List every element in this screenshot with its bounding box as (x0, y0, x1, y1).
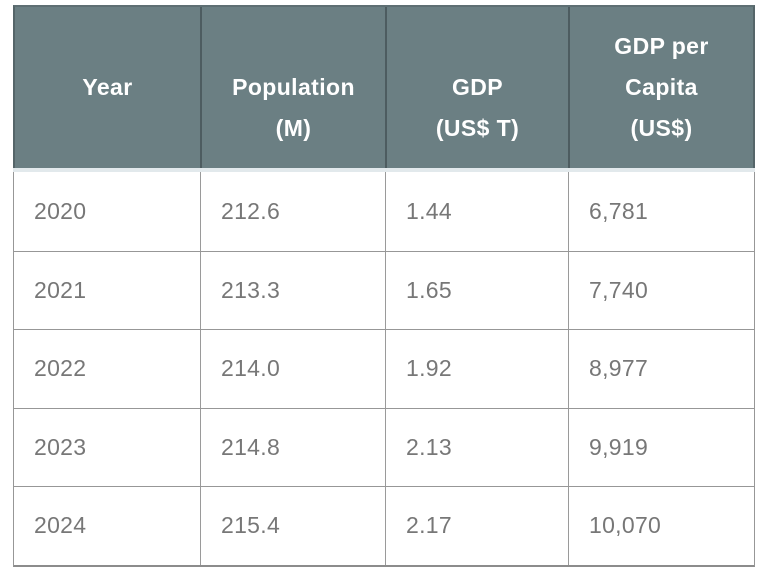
column-header-line: Year (82, 74, 133, 100)
column-header-line (387, 26, 568, 67)
cell-year: 2022 (34, 355, 87, 382)
cell-population: 214.0 (200, 330, 385, 408)
cell-gdp: 1.92 (385, 330, 568, 408)
column-header-line: (M) (275, 115, 312, 141)
cell-year: 2021 (34, 276, 87, 303)
column-header-gdp: GDP (US$ T) (385, 7, 568, 168)
cell-gdp: 1.44 (385, 172, 568, 251)
cell-population: 215.4 (200, 487, 385, 565)
column-header-line: GDP (451, 74, 504, 100)
table-row: 2021 213.3 1.65 7,740 (14, 250, 754, 329)
column-header-line (202, 26, 385, 67)
column-header-gdp-per-capita: GDP per Capita (US$) (568, 7, 753, 168)
table-header-row: Year Population (M) GDP (US$ T) (13, 5, 755, 168)
cell-gdp-per-capita: 6,781 (568, 172, 754, 251)
header-body-divider (13, 168, 755, 172)
cell-year: 2020 (34, 197, 87, 224)
column-header-line: Population (232, 74, 355, 100)
cell-population: 214.8 (200, 408, 385, 486)
cell-year: 2023 (34, 433, 87, 460)
column-header-lines: Year (15, 26, 200, 149)
cell-gdp-per-capita: 7,740 (568, 251, 754, 329)
table-row: 2022 214.0 1.92 8,977 (14, 329, 754, 408)
column-header-line (15, 108, 200, 149)
cell-gdp-per-capita: 9,919 (568, 408, 754, 486)
data-table: Year Population (M) GDP (US$ T) (13, 5, 755, 567)
column-header-line: Capita (625, 74, 698, 100)
column-header-population: Population (M) (200, 7, 385, 168)
column-header-lines: GDP per Capita (US$) (570, 26, 753, 149)
column-header-year: Year (15, 7, 200, 168)
cell-population: 213.3 (200, 251, 385, 329)
table-row: 2020 212.6 1.44 6,781 (14, 172, 754, 251)
column-header-line: GDP per (614, 33, 709, 59)
cell-gdp-per-capita: 10,070 (568, 487, 754, 565)
cell-gdp-per-capita: 8,977 (568, 330, 754, 408)
column-header-line: (US$ T) (435, 115, 520, 141)
cell-population: 212.6 (200, 172, 385, 251)
table-row: 2023 214.8 2.13 9,919 (14, 407, 754, 486)
column-header-lines: GDP (US$ T) (387, 26, 568, 149)
table-row: 2024 215.4 2.17 10,070 (14, 486, 754, 565)
column-header-line: (US$) (630, 115, 693, 141)
cell-gdp: 1.65 (385, 251, 568, 329)
column-header-lines: Population (M) (202, 26, 385, 149)
cell-gdp: 2.13 (385, 408, 568, 486)
column-header-line (15, 26, 200, 67)
cell-gdp: 2.17 (385, 487, 568, 565)
cell-year: 2024 (34, 512, 87, 539)
table-body: 2020 212.6 1.44 6,781 2021 213.3 1.65 7,… (13, 172, 755, 567)
